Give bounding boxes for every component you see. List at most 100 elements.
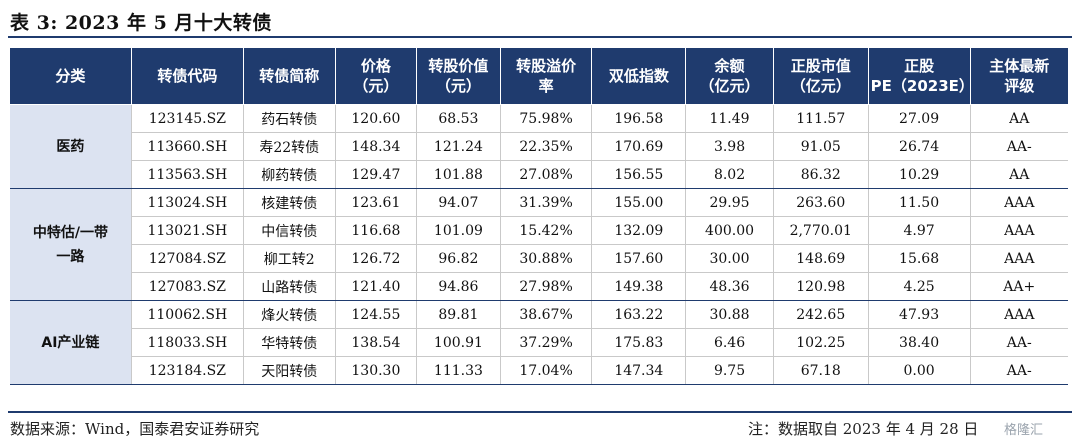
bond-table: 分类 转债代码 转债简称 价格 （元） 转股价值 （元） 转股溢价率双低指数 余额 （亿元） 正股市…	[10, 48, 1068, 385]
table-cell: AAA	[970, 244, 1068, 273]
table-cell: 155.00	[591, 188, 687, 217]
table-cell: 111.57	[773, 104, 869, 133]
column-header: 价格 （元）	[335, 48, 418, 105]
table-cell: 127083.SZ	[131, 272, 244, 301]
table-cell: 47.93	[868, 300, 971, 329]
table-cell: 17.04%	[500, 356, 593, 385]
table-cell: 68.53	[416, 104, 501, 133]
table-cell: 中信转债	[243, 216, 336, 245]
table-cell: 121.40	[335, 272, 418, 301]
table-cell: 柳工转2	[243, 244, 336, 273]
table-cell: 寿22转债	[243, 132, 336, 161]
date-note: 注：数据取自 2023 年 4 月 28 日	[748, 420, 979, 438]
table-cell: 30.88	[685, 300, 774, 329]
table-cell: 药石转债	[243, 104, 336, 133]
table-cell: AAA	[970, 300, 1068, 329]
table-cell: 111.33	[416, 356, 501, 385]
table-cell: 113021.SH	[131, 216, 244, 245]
table-cell: 123.61	[335, 188, 418, 217]
category-cell: AI产业链	[10, 300, 132, 385]
table-cell: 101.09	[416, 216, 501, 245]
column-header: 转债简称	[243, 48, 336, 105]
category-label: 医药	[56, 138, 85, 155]
table-cell: 6.46	[685, 328, 774, 357]
table-body: 医药 123145.SZ 药石转债 120.60 68.53 75.98% 196.58 11…	[10, 104, 1068, 385]
table-cell: 天阳转债	[243, 356, 336, 385]
table-cell: 30.88%	[500, 244, 593, 273]
table-cell: 67.18	[773, 356, 869, 385]
column-header-line: 双低指数	[608, 67, 669, 85]
table-cell: 124.55	[335, 300, 418, 329]
column-header: 转股溢价率	[500, 48, 593, 105]
table-cell: 163.22	[591, 300, 687, 329]
table-cell: AA-	[970, 356, 1068, 385]
table-cell: 132.09	[591, 216, 687, 245]
column-header: 分类	[10, 48, 132, 105]
table-row: AI产业链 110062.SH 烽火转债 124.55 89.81 38.67% 163.2…	[10, 300, 1068, 385]
table-cell: 烽火转债	[243, 300, 336, 329]
table-cell: AAA	[970, 216, 1068, 245]
column-header: 正股 PE（2023E）	[868, 48, 974, 105]
table-row: 医药 123145.SZ 药石转债 120.60 68.53 75.98% 196.58 11…	[10, 104, 1068, 189]
table-cell: AAA	[970, 188, 1068, 217]
table-row: 127083.SZ 山路转债 121.40 94.86 27.98% 149.38 48.3…	[10, 272, 1068, 301]
table-cell: 37.29%	[500, 328, 593, 357]
table-cell: 75.98%	[500, 104, 593, 133]
table-cell: 148.34	[335, 132, 418, 161]
table-cell: 11.50	[868, 188, 971, 217]
table-cell: 100.91	[416, 328, 501, 357]
table-cell: 15.68	[868, 244, 971, 273]
table-cell: 175.83	[591, 328, 687, 357]
column-header: 余额 （亿元）	[685, 48, 774, 105]
table-cell: 华特转债	[243, 328, 336, 357]
table-cell: 148.69	[773, 244, 869, 273]
table-cell: 118033.SH	[131, 328, 244, 357]
table-cell: 29.95	[685, 188, 774, 217]
table-cell: 101.88	[416, 160, 501, 189]
table-cell: AA	[970, 160, 1068, 189]
column-header: 转股价值 （元）	[416, 48, 501, 105]
header-row: 分类 转债代码 转债简称 价格 （元） 转股价值 （元） 转股溢价率双低指数 余额 （亿元） 正股市…	[10, 48, 1068, 105]
column-header: 正股市值 （亿元）	[773, 48, 869, 105]
column-header-line: 正股	[904, 57, 935, 75]
table-cell: 核建转债	[243, 188, 336, 217]
table-cell: AA-	[970, 328, 1068, 357]
table-cell: 27.08%	[500, 160, 593, 189]
category-label: 中特估/一带	[32, 224, 108, 241]
table-row: 127084.SZ 柳工转2 126.72 96.82 30.88% 157.60 30.0…	[10, 244, 1068, 273]
category-cell: 中特估/一带 一路	[10, 188, 132, 301]
column-header: 双低指数	[591, 48, 687, 105]
table-title: 表 3: 2023 年 5 月十大转债	[10, 12, 272, 34]
column-header-line: 价格	[360, 57, 391, 75]
table-cell: 121.24	[416, 132, 501, 161]
table-cell: 柳药转债	[243, 160, 336, 189]
table-row: 113563.SH 柳药转债 129.47 101.88 27.08% 156.55 8.0…	[10, 160, 1068, 189]
table-cell: 3.98	[685, 132, 774, 161]
table-cell: 38.40	[868, 328, 971, 357]
column-header-line: （亿元）	[699, 77, 760, 95]
table-cell: AA+	[970, 272, 1068, 301]
column-header: 转债代码	[131, 48, 244, 105]
column-header-line: （元）	[353, 77, 399, 95]
table-cell: 130.30	[335, 356, 418, 385]
column-header-line: 转股价值	[428, 57, 489, 75]
table-row: 113660.SH 寿22转债 148.34 121.24 22.35% 170.69 3.…	[10, 132, 1068, 161]
table-cell: 263.60	[773, 188, 869, 217]
table-cell: 157.60	[591, 244, 687, 273]
table-cell: 10.29	[868, 160, 971, 189]
table-cell: 89.81	[416, 300, 501, 329]
table-cell: 94.07	[416, 188, 501, 217]
table-cell: 31.39%	[500, 188, 593, 217]
column-header-line: （元）	[435, 77, 481, 95]
table-cell: 48.36	[685, 272, 774, 301]
column-header-line: PE（2023E）	[870, 77, 974, 95]
table-row: 中特估/一带 一路 113024.SH 核建转债 123.61 94.07 31.39% 15…	[10, 188, 1068, 301]
table-cell: 4.25	[868, 272, 971, 301]
table-cell: 26.74	[868, 132, 971, 161]
table-cell: 113024.SH	[131, 188, 244, 217]
table-cell: 113660.SH	[131, 132, 244, 161]
table-cell: 116.68	[335, 216, 418, 245]
column-header-line: 评级	[1004, 77, 1035, 95]
table-cell: 129.47	[335, 160, 418, 189]
column-header-line: 分类	[55, 67, 86, 85]
